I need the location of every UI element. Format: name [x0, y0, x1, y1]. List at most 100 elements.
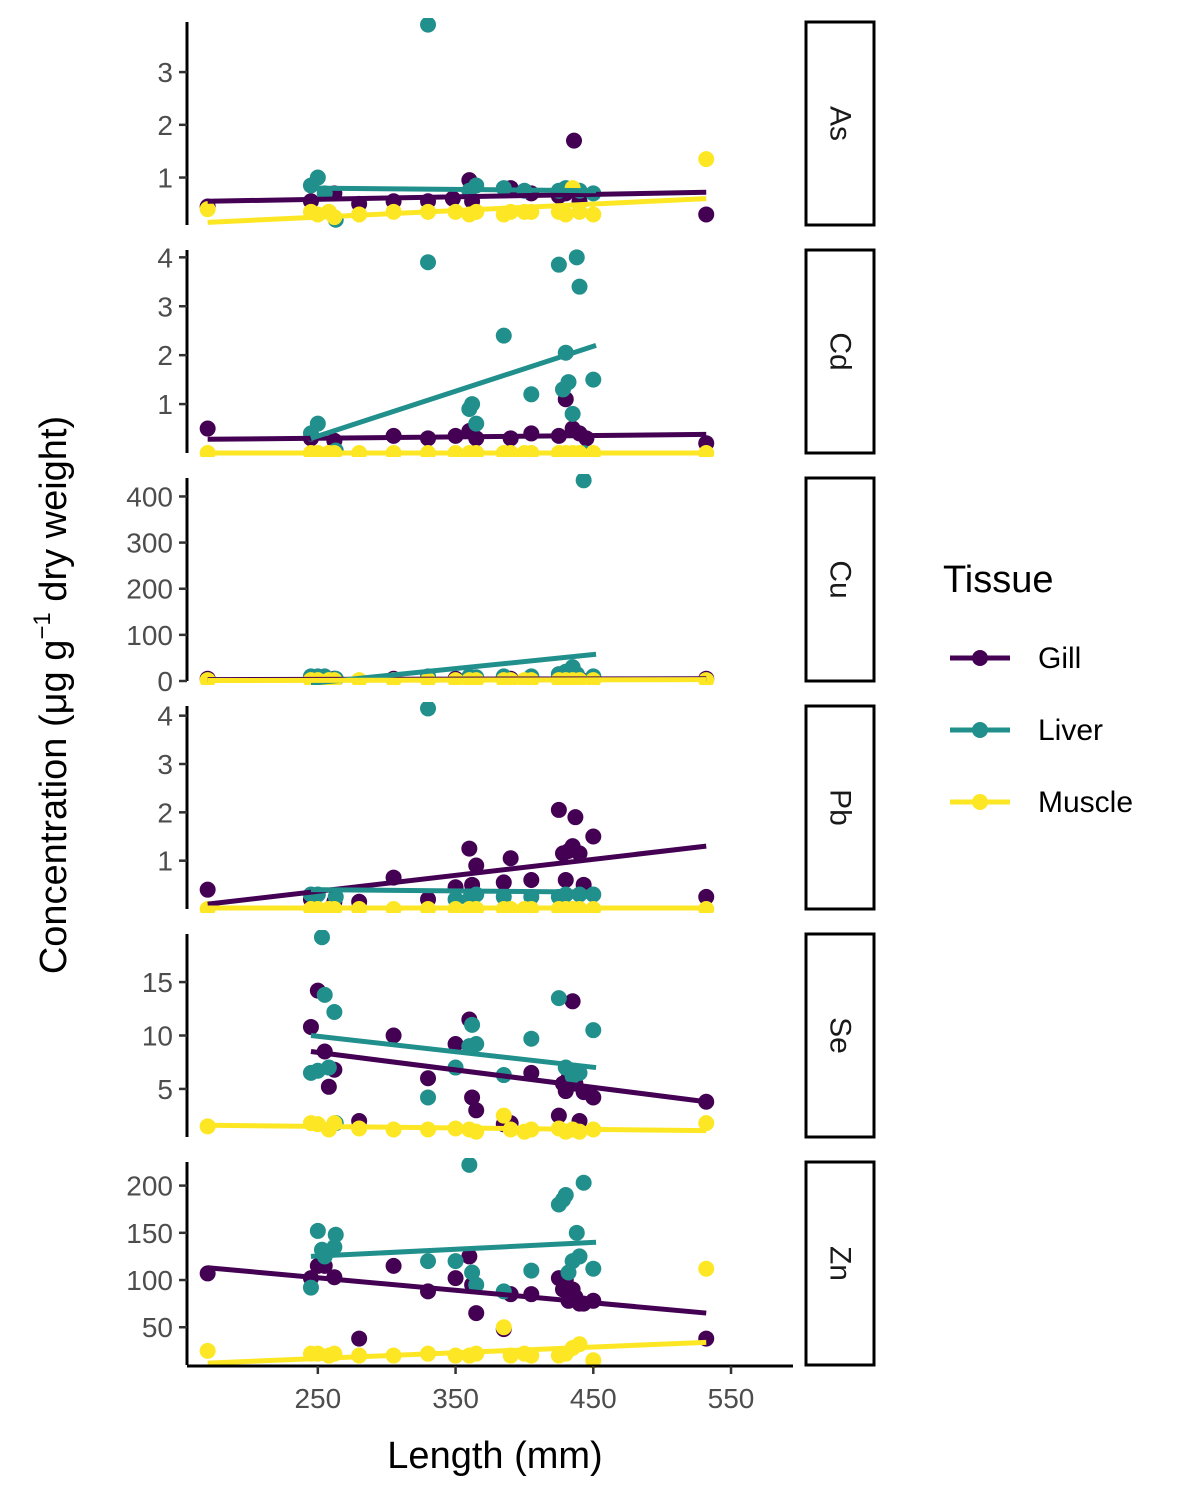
- point-Se-liver-5: [326, 1003, 343, 1020]
- point-Se-liver-18: [585, 1022, 602, 1039]
- legend-item-muscle: Muscle: [950, 786, 1133, 819]
- x-axis-title: Length (mm): [387, 1435, 602, 1477]
- y-tick-label-Pb-4: 4: [157, 701, 173, 732]
- point-Zn-liver-8: [461, 1158, 478, 1173]
- point-Se-liver-2: [313, 930, 330, 946]
- fit-line-Se-gill: [310, 1049, 707, 1105]
- point-As-muscle-18: [571, 203, 588, 220]
- point-Pb-liver-3: [420, 702, 437, 717]
- point-Se-gill-10: [464, 1089, 481, 1106]
- legend-item-gill: Gill: [950, 642, 1081, 675]
- point-Zn-liver-20: [575, 1174, 592, 1191]
- point-Cd-liver-14: [568, 249, 585, 266]
- fit-line-As-gill: [207, 189, 707, 204]
- point-Cd-liver-1: [309, 415, 326, 432]
- marks-Pb: [199, 702, 715, 913]
- x-tick-label-550: 550: [708, 1383, 755, 1414]
- point-Zn-gill-5: [351, 1330, 368, 1347]
- y-tick-label-Se-15: 15: [142, 967, 173, 998]
- point-As-gill-13: [566, 132, 583, 149]
- panel-As: 1 2 3 As: [157, 18, 876, 228]
- point-As-muscle-19: [585, 206, 602, 223]
- strip-box-As: [804, 20, 876, 227]
- point-Zn-liver-10: [468, 1276, 485, 1293]
- point-Pb-gill-18: [567, 809, 584, 826]
- legend: Tissue Gill Liver Muscle: [943, 559, 1133, 819]
- x-tick-label-350: 350: [432, 1383, 479, 1414]
- strip-label-As: As: [824, 106, 857, 141]
- y-tick-label-Pb-1: 1: [157, 846, 173, 877]
- y-tick-label-Zn-100: 100: [126, 1265, 173, 1296]
- fit-line-Pb-liver: [310, 887, 597, 895]
- point-Cd-gill-14: [578, 430, 595, 447]
- point-Zn-muscle-19: [585, 1352, 602, 1369]
- point-Se-gill-23: [585, 1089, 602, 1106]
- point-Se-gill-11: [468, 1102, 485, 1119]
- point-Zn-gill-8: [447, 1270, 464, 1287]
- point-As-muscle-20: [698, 151, 715, 168]
- legend-label-liver: Liver: [1038, 714, 1103, 747]
- strip-box-Pb: [804, 704, 876, 911]
- y-tick-label-Zn-150: 150: [126, 1218, 173, 1249]
- y-tick-label-Zn-200: 200: [126, 1171, 173, 1202]
- point-Zn-muscle-20: [698, 1260, 715, 1277]
- y-axis-title-rest: dry weight): [33, 416, 75, 612]
- legend-key-point-liver: [972, 722, 988, 738]
- point-Cd-liver-6: [468, 415, 485, 432]
- point-Zn-liver-4: [326, 1238, 343, 1255]
- point-Pb-gill-21: [585, 828, 602, 845]
- point-Cu-liver-13: [575, 474, 592, 489]
- fit-line-As-muscle: [207, 196, 707, 225]
- point-Zn-gill-9: [461, 1248, 478, 1265]
- marks-Zn: [199, 1158, 715, 1369]
- panel-Zn: 50 100 150 200 Zn: [126, 1158, 876, 1369]
- fit-line-Zn-gill: [207, 1265, 707, 1316]
- point-Se-gill-7: [420, 1070, 437, 1087]
- point-Pb-gill-11: [502, 850, 519, 867]
- point-As-muscle-16: [557, 206, 574, 223]
- panels-layer: 123As1234Cd0100200300400Cu1234Pb51015Se5…: [126, 18, 876, 1369]
- y-axis-title: Concentration (μg g−1 dry weight): [29, 416, 75, 974]
- point-Zn-liver-1: [309, 1222, 326, 1239]
- point-Zn-gill-11: [468, 1305, 485, 1322]
- y-tick-label-Cd-3: 3: [157, 291, 173, 322]
- strip-box-Zn: [804, 1160, 876, 1367]
- point-Se-gill-3: [320, 1078, 337, 1095]
- strip-label-Zn: Zn: [824, 1246, 857, 1281]
- point-Se-gill-19: [564, 993, 581, 1010]
- point-Se-liver-11: [468, 1036, 485, 1053]
- fit-line-Se-liver: [310, 1033, 597, 1071]
- panel-Pb: 1 2 3 4 Pb: [157, 701, 876, 913]
- legend-key-point-muscle: [972, 794, 988, 810]
- point-Zn-liver-7: [447, 1253, 464, 1270]
- legend-item-liver: Liver: [950, 714, 1103, 747]
- fit-line-Cd-liver: [310, 343, 597, 441]
- y-tick-label-Zn-50: 50: [142, 1312, 173, 1343]
- y-tick-label-Cd-4: 4: [157, 242, 173, 273]
- point-Cd-liver-12: [560, 374, 577, 391]
- point-Pb-gill-22: [698, 888, 715, 905]
- legend-key-point-gill: [972, 650, 988, 666]
- point-As-muscle-0: [199, 201, 216, 218]
- y-tick-label-Cd-2: 2: [157, 340, 173, 371]
- point-Pb-gill-7: [461, 840, 478, 857]
- point-Se-liver-14: [550, 990, 567, 1007]
- point-Se-gill-6: [385, 1027, 402, 1044]
- strip-label-Cu: Cu: [824, 560, 857, 598]
- marks-Cd: [199, 249, 715, 457]
- point-Pb-gill-19: [571, 845, 588, 862]
- strip-label-Pb: Pb: [824, 789, 857, 826]
- point-Se-liver-10: [464, 1016, 481, 1033]
- point-Pb-gill-9: [468, 857, 485, 874]
- fit-line-Cd-gill: [207, 431, 707, 442]
- point-Se-muscle-20: [698, 1115, 715, 1132]
- point-Se-liver-4: [320, 1059, 337, 1076]
- y-tick-label-Cu-300: 300: [126, 528, 173, 559]
- point-Zn-muscle-0: [199, 1342, 216, 1359]
- point-Zn-liver-0: [302, 1279, 319, 1296]
- fit-line-As-liver: [310, 185, 597, 194]
- x-axis: 250 350 450 550: [187, 1364, 793, 1414]
- point-Zn-muscle-11: [495, 1319, 512, 1336]
- point-Cd-gill-9: [523, 425, 540, 442]
- legend-title: Tissue: [943, 559, 1054, 601]
